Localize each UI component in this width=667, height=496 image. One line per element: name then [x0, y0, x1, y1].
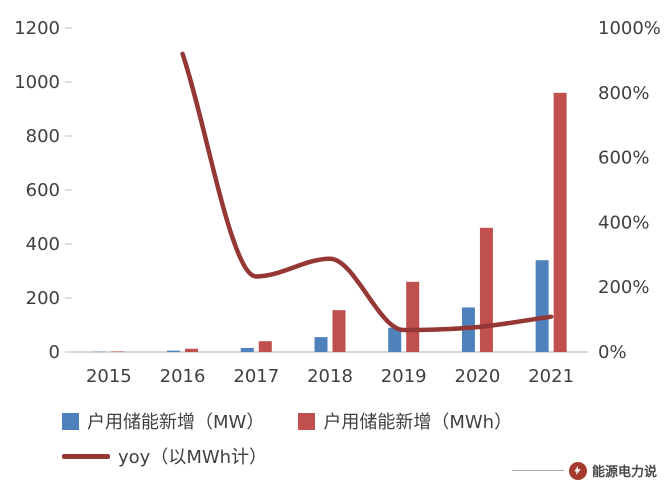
legend-item-mwh: 户用储能新增（MWh） — [298, 408, 512, 434]
bar-mwh-2018 — [332, 310, 346, 352]
legend-swatch-mw-icon — [62, 412, 79, 430]
x-axis-label: 2018 — [307, 366, 353, 387]
bar-mw-2018 — [314, 337, 328, 352]
y-axis-left-label: 400 — [26, 234, 60, 255]
legend-row-1: 户用储能新增（MW） 户用储能新增（MWh） — [62, 408, 667, 434]
legend-label-yoy: yoy（以MWh计） — [118, 447, 268, 468]
legend-swatch-mwh-icon — [298, 412, 316, 430]
watermark-divider — [511, 470, 564, 471]
x-axis-label: 2021 — [528, 366, 574, 387]
x-axis-label: 2020 — [455, 366, 501, 387]
y-axis-left-label: 800 — [26, 126, 60, 147]
y-axis-right-label: 600% — [598, 148, 649, 169]
bar-mwh-2019 — [406, 281, 420, 352]
x-axis-label: 2015 — [86, 366, 132, 387]
y-axis-right-label: 800% — [598, 83, 649, 104]
legend-row-2: yoy（以MWh计） — [62, 443, 667, 469]
bar-mwh-2021 — [553, 92, 567, 353]
bar-mw-2021 — [535, 260, 549, 352]
legend-swatch-yoy-line-icon — [62, 453, 110, 459]
y-axis-right-label: 0% — [598, 342, 627, 363]
y-axis-right-label: 200% — [598, 277, 649, 298]
watermark: 能源电力说 — [511, 461, 657, 480]
y-axis-left-label: 600 — [26, 180, 60, 201]
chart-container: 0 200 400 600 800 1000 1200 0% 200% 400% 600% 800% 1… — [14, 18, 667, 469]
y-axis-right-label: 400% — [598, 212, 649, 233]
bar-mw-2017 — [240, 347, 254, 352]
bar-mwh-2017 — [258, 341, 272, 352]
legend-item-yoy: yoy（以MWh计） — [62, 443, 267, 469]
chart-plot-area: 0 200 400 600 800 1000 1200 0% 200% 400% 600% 800% 1… — [14, 18, 661, 387]
x-axis-label: 2019 — [381, 366, 427, 387]
bar-mw-2019 — [388, 327, 402, 352]
bar-mwh-2015 — [111, 351, 125, 352]
chart-legend: 户用储能新增（MW） 户用储能新增（MWh） yoy（以MWh计） — [62, 408, 667, 469]
y-axis-left-label: 1000 — [14, 72, 60, 93]
bar-mwh-2016 — [185, 348, 199, 352]
lightning-logo-icon — [568, 461, 587, 480]
y-axis-left-label: 200 — [26, 288, 60, 309]
bar-mw-2016 — [167, 350, 181, 352]
x-axis-label: 2017 — [233, 366, 279, 387]
legend-item-mw: 户用储能新增（MW） — [62, 408, 264, 434]
y-axis-right-label: 1000% — [598, 18, 661, 39]
yoy-line — [180, 51, 554, 333]
bar-mwh-2020 — [479, 227, 493, 352]
legend-label-mwh: 户用储能新增（MWh） — [323, 412, 513, 433]
legend-label-mw: 户用储能新增（MW） — [87, 412, 265, 433]
x-axis-label: 2016 — [160, 366, 206, 387]
watermark-text: 能源电力说 — [591, 465, 657, 480]
y-axis-left-label: 0 — [49, 342, 60, 363]
y-axis-left-label: 1200 — [14, 18, 60, 39]
